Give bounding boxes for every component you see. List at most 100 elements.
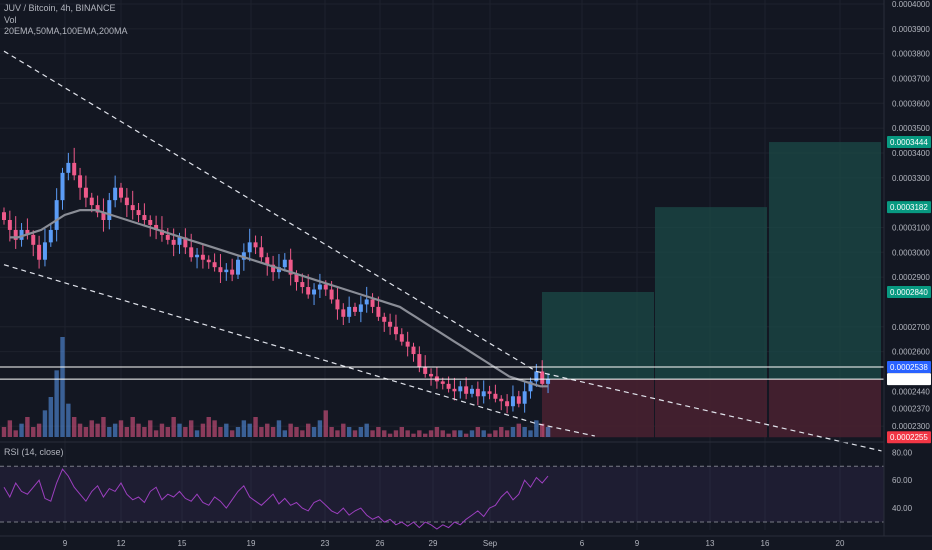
candle-body (142, 215, 147, 220)
volume-bar (504, 430, 510, 437)
candle-body (165, 234, 170, 240)
candle-body (475, 388, 480, 397)
volume-bar (265, 423, 270, 437)
target-zone[interactable] (542, 292, 654, 380)
volume-bar (101, 417, 106, 437)
volume-bar (300, 430, 305, 437)
volume-bar (112, 423, 118, 437)
candle-body (540, 371, 545, 384)
candle-body (195, 254, 200, 258)
volume-bar (423, 433, 428, 437)
price-tick-label: 0.0003900 (892, 25, 930, 34)
candle-body (89, 197, 94, 206)
candle-body (487, 391, 492, 394)
entry-levels[interactable] (0, 366, 884, 380)
price-tag[interactable] (887, 136, 931, 149)
price-tick-label: 0.0003300 (892, 174, 930, 183)
wedge-lower-line[interactable] (3, 264, 595, 437)
volume-bar (235, 427, 241, 437)
candle-body (171, 239, 176, 245)
price-tick-label: 0.0002900 (892, 273, 930, 282)
volume-bar (370, 430, 375, 437)
volume-bar (387, 433, 393, 437)
volume-bar (311, 427, 317, 437)
price-tick-label: 0.0003600 (892, 99, 930, 108)
candle-body (60, 172, 65, 201)
volume-bars (1, 337, 551, 437)
volume-bar (440, 430, 445, 437)
price-tag-label: 0.0002370 (892, 405, 930, 414)
candle-body (136, 210, 141, 216)
price-tag-label: 0.0003444 (890, 138, 928, 147)
volume-bar (428, 430, 434, 437)
candle-body (72, 162, 77, 176)
candle-body (183, 237, 188, 248)
long-position-zones[interactable] (542, 142, 881, 438)
candle-body (78, 175, 83, 188)
volume-bar (329, 427, 334, 437)
candle-body (19, 229, 24, 240)
candle-body (66, 162, 71, 173)
price-tag-label: 0.0002440 (892, 387, 930, 396)
volume-bar (159, 423, 165, 437)
time-axis[interactable]: 9 12 15 19 23 26 29 Sep 6 9 13 16 20 (0, 535, 932, 548)
volume-bar (36, 423, 42, 437)
price-tick-label: 0.0003700 (892, 74, 930, 83)
price-tag-label: 0.0002538 (890, 363, 928, 372)
candle-body (370, 299, 375, 307)
candle-body (294, 274, 299, 283)
stop-zone[interactable] (769, 379, 881, 438)
price-tag[interactable] (887, 360, 931, 373)
volume-bar (60, 337, 65, 437)
candle-body (446, 383, 451, 389)
stop-zone[interactable] (542, 379, 654, 438)
volume-bar (335, 430, 340, 437)
falling-wedge[interactable] (3, 50, 882, 452)
candle-body (505, 401, 510, 407)
volume-bar (136, 423, 141, 437)
volume-bar (66, 403, 71, 437)
wedge-upper-line[interactable] (3, 50, 882, 452)
volume-bar (463, 433, 469, 437)
target-zone[interactable] (769, 142, 881, 380)
volume-bar (528, 430, 533, 437)
candle-body (329, 289, 334, 300)
price-tick-label: 0.0003000 (892, 248, 930, 257)
price-tag[interactable] (887, 286, 931, 298)
volume-bar (393, 430, 399, 437)
volume-bar (13, 430, 18, 437)
volume-bar (487, 433, 492, 437)
stop-zone[interactable] (655, 379, 767, 438)
candle-body (353, 306, 357, 312)
time-tick-label: 6 (580, 539, 585, 548)
candle-body (423, 366, 428, 374)
price-axis[interactable]: 0.0004000 0.0003900 0.0003800 0.0003700 0.00… (883, 0, 931, 536)
target-zone[interactable] (655, 207, 767, 380)
volume-bar (364, 423, 369, 437)
time-tick-label: 26 (376, 539, 385, 548)
volume-bar (458, 430, 463, 437)
price-tag[interactable] (887, 373, 931, 386)
price-tag[interactable] (887, 201, 931, 214)
volume-label: Vol (4, 15, 17, 25)
price-tick-label: 0.0002300 (892, 422, 930, 431)
volume-bar (142, 427, 147, 437)
time-tick-label: 13 (706, 539, 715, 548)
volume-bar (294, 427, 299, 437)
price-tick-label: 0.0003100 (892, 223, 930, 232)
price-tag[interactable] (887, 431, 931, 444)
candle-body (189, 247, 194, 258)
candle-body (241, 252, 246, 260)
volume-bar (153, 430, 159, 437)
volume-bar (341, 423, 346, 437)
candle-body (364, 299, 369, 305)
volume-bar (7, 420, 13, 437)
price-tick-label: 0.0004000 (892, 0, 930, 9)
candle-body (206, 259, 211, 263)
candle-body (159, 229, 164, 235)
volume-bar (77, 423, 83, 437)
price-tick-label: 0.0003400 (892, 149, 930, 158)
volume-bar (545, 427, 551, 437)
volume-bar (540, 423, 545, 437)
